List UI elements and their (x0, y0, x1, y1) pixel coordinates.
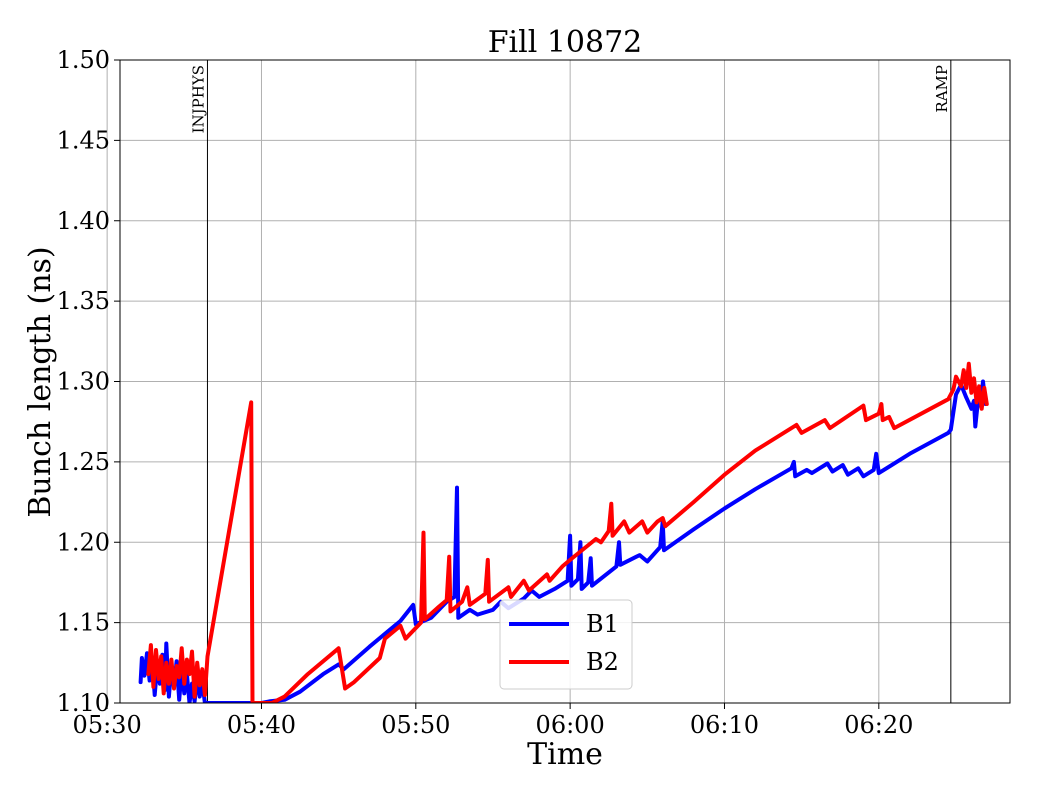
y-tick-label: 1.10 (57, 689, 110, 717)
series-line-b2 (146, 361, 989, 703)
x-tick-label: 05:50 (381, 711, 450, 739)
legend-label-b2: B2 (586, 648, 619, 676)
y-tick-label: 1.35 (57, 287, 110, 315)
x-axis-title: Time (527, 737, 603, 772)
y-tick-label: 1.30 (57, 368, 110, 396)
event-label-injphys: INJPHYS (189, 65, 207, 133)
y-axis-title: Bunch length (ns) (23, 246, 58, 517)
y-tick-label: 1.40 (57, 207, 110, 235)
x-tick-label: 06:00 (536, 711, 605, 739)
y-tick-label: 1.15 (57, 609, 110, 637)
x-tick-label: 06:10 (690, 711, 759, 739)
y-tick-label: 1.45 (57, 126, 110, 154)
axis-ticks: 05:30 05:40 05:50 06:00 06:10 06:20 1.10 1.15 1.… (57, 46, 914, 739)
x-tick-label: 06:20 (844, 711, 913, 739)
legend: B1 B2 (499, 599, 633, 690)
y-tick-label: 1.20 (57, 528, 110, 556)
data-series (138, 361, 989, 703)
event-label-ramp: RAMP (933, 65, 951, 113)
event-markers: INJPHYS RAMP (189, 60, 952, 703)
x-tick-label: 05:40 (227, 711, 296, 739)
x-tick-label: 05:30 (73, 711, 142, 739)
y-tick-label: 1.50 (57, 46, 110, 74)
chart-title: Fill 10872 (488, 25, 643, 60)
y-tick-label: 1.25 (57, 448, 110, 476)
legend-label-b1: B1 (586, 610, 619, 638)
